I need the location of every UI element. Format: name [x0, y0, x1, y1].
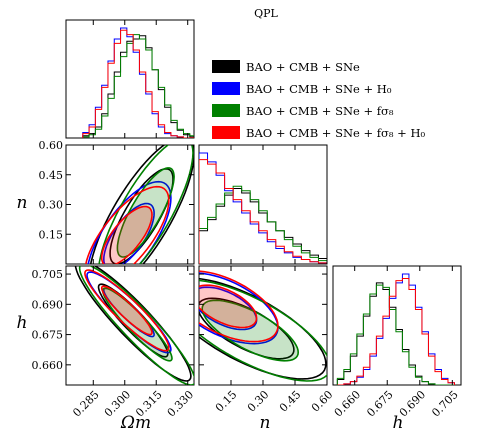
- xtick-label-om-0: 0.285: [70, 388, 101, 419]
- chart-title: QPL: [254, 7, 278, 20]
- contour-om-h-series-3-level-1: [84, 269, 170, 352]
- contour-n-h-series-2-level-0: [201, 299, 300, 362]
- xtick-label-om-3: 0.330: [165, 388, 196, 419]
- marginal-panel-h: [332, 265, 462, 386]
- xtick-label-n-0: 0.15: [213, 388, 240, 415]
- density-n-h-2: [202, 300, 299, 361]
- ytick-label-h-2: 0.690: [32, 298, 64, 311]
- ytick-label-h-1: 0.675: [32, 329, 64, 342]
- ytick-label-n-1: 0.30: [39, 199, 64, 212]
- ylabel-n: n: [17, 193, 28, 213]
- xtick-label-h-0: 0.660: [332, 388, 363, 419]
- ytick-label-n-3: 0.60: [39, 139, 64, 152]
- contour-om-n-series-0-level-1: [89, 145, 194, 264]
- ytick-label-h-0: 0.660: [32, 359, 64, 372]
- ytick-label-n-0: 0.15: [39, 228, 64, 241]
- ytick-label-h-3: 0.705: [32, 268, 64, 281]
- xlabel-h: h: [393, 413, 404, 433]
- xlabel-om: Ωm: [120, 413, 151, 433]
- hist-om-series-3: [82, 29, 194, 138]
- legend-swatch-0: [212, 60, 240, 73]
- panel-content: [74, 266, 194, 385]
- hist-n-series-3: [199, 159, 327, 264]
- density-n-h-3: [199, 285, 257, 328]
- density-om-h-2: [102, 288, 172, 361]
- xlabel-n: n: [260, 413, 271, 433]
- panel-content: [82, 27, 194, 138]
- marginal-panel-om: [65, 19, 195, 139]
- contour-n-h-series-2-level-1: [199, 279, 327, 382]
- panel-content: [336, 273, 455, 385]
- contour-n-h-series-3-level-0: [199, 284, 258, 329]
- xtick-label-h-3: 0.705: [429, 388, 460, 419]
- hist-om-series-2: [82, 34, 194, 138]
- legend-swatch-3: [212, 126, 240, 139]
- contour-n-h-series-3-level-1: [199, 270, 279, 343]
- xtick-label-n-2: 0.45: [277, 388, 304, 415]
- legend: BAO + CMB + SNe BAO + CMB + SNe + H₀ BAO…: [212, 60, 425, 140]
- contour-om-h-series-3-level-0: [100, 285, 153, 336]
- ylabel-h: h: [17, 313, 28, 333]
- joint-panel-n-h: [198, 265, 328, 386]
- contour-om-n-series-3-level-1: [84, 185, 170, 264]
- xtick-label-h-1: 0.675: [364, 388, 395, 419]
- contour-n-h-series-1-level-1: [199, 272, 279, 345]
- legend-label-2: BAO + CMB + SNe + fσ₈: [246, 104, 394, 118]
- legend-label-0: BAO + CMB + SNe: [246, 60, 360, 74]
- contour-n-h-series-1-level-0: [199, 286, 258, 331]
- density-om-n-2: [117, 167, 175, 257]
- xtick-label-n-1: 0.30: [245, 388, 272, 415]
- panel-content: [199, 270, 327, 382]
- density-om-h-3: [101, 286, 152, 335]
- contour-om-n-series-3-level-0: [100, 205, 153, 264]
- hist-n-series-2: [199, 185, 327, 264]
- panel-content: [84, 145, 194, 264]
- hist-h-series-3: [337, 277, 455, 385]
- legend-label-1: BAO + CMB + SNe + H₀: [246, 82, 392, 96]
- legend-swatch-2: [212, 104, 240, 117]
- hist-n-series-0: [199, 188, 327, 264]
- marks-layer: [74, 27, 455, 385]
- contour-om-n-series-2-level-0: [116, 167, 175, 258]
- ytick-label-n-2: 0.45: [39, 169, 64, 182]
- joint-panel-om-n: [65, 144, 195, 265]
- panels-layer: [65, 19, 462, 386]
- contour-om-n-series-2-level-1: [98, 145, 194, 264]
- panel-content: [199, 152, 327, 264]
- contour-om-h-series-2-level-1: [78, 266, 194, 385]
- density-om-n-3: [101, 206, 152, 264]
- legend-swatch-1: [212, 82, 240, 95]
- legend-label-3: BAO + CMB + SNe + fσ₈ + H₀: [246, 126, 425, 140]
